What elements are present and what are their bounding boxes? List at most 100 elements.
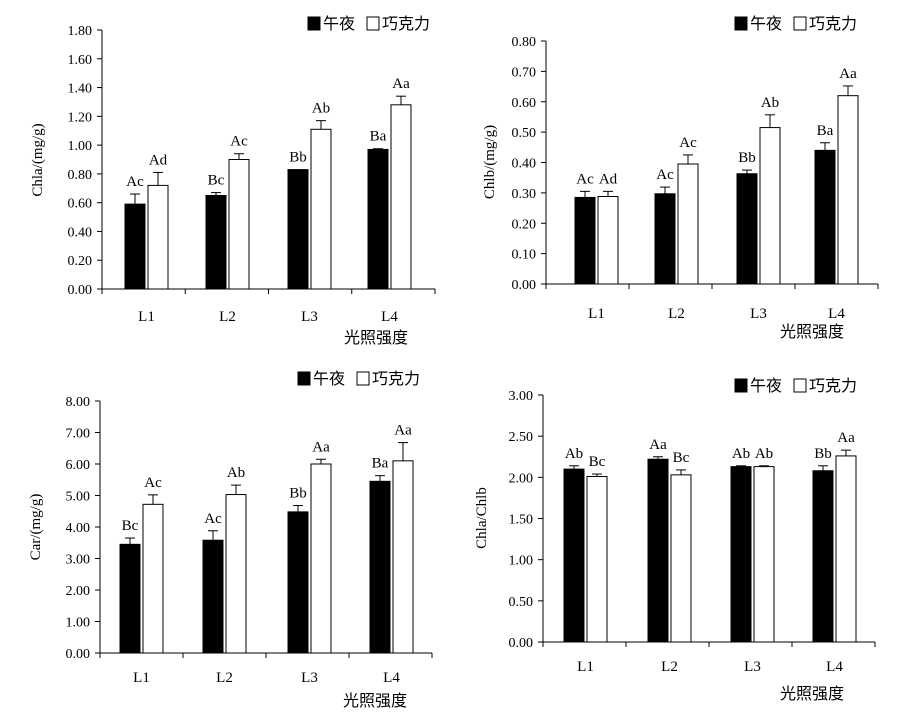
bar bbox=[677, 163, 699, 285]
significance-label: Ac bbox=[576, 171, 594, 187]
x-tick-label: L4 bbox=[828, 306, 845, 322]
x-tick-label: L3 bbox=[744, 659, 761, 675]
significance-label: Ab bbox=[312, 101, 330, 117]
x-tick-label: L2 bbox=[219, 309, 236, 325]
legend-label: 午夜 bbox=[323, 14, 355, 33]
significance-label: Aa bbox=[839, 66, 857, 82]
y-tick-label: 7.00 bbox=[66, 427, 91, 442]
significance-label: Bb bbox=[814, 446, 832, 462]
significance-label: Ad bbox=[599, 171, 618, 187]
bar bbox=[753, 466, 775, 643]
x-tick-label: L3 bbox=[750, 306, 767, 322]
bar bbox=[670, 474, 692, 643]
significance-label: Bb bbox=[289, 150, 307, 166]
x-tick-label: L2 bbox=[216, 670, 233, 686]
legend-swatch bbox=[307, 16, 321, 31]
chart-panel-car: 0.00 1.00 2.00 3.00 4.00 5.00 6.00 7.00 8.00 Bc Ac… bbox=[28, 369, 433, 686]
bar bbox=[647, 458, 669, 643]
bar bbox=[119, 543, 141, 654]
legend-label: 午夜 bbox=[750, 14, 782, 33]
y-tick-label: 0.80 bbox=[68, 168, 93, 183]
bar bbox=[814, 149, 836, 285]
y-axis-label: Chlb/(mg/g) bbox=[482, 125, 498, 199]
significance-label: Bc bbox=[208, 173, 225, 189]
bar bbox=[586, 476, 608, 643]
y-tick-label: 5.00 bbox=[66, 490, 91, 505]
y-axis-label: Car/(mg/g) bbox=[28, 494, 44, 561]
significance-label: Ad bbox=[149, 152, 168, 168]
significance-label: Ab bbox=[227, 465, 245, 481]
bar bbox=[310, 128, 332, 290]
legend-swatch bbox=[793, 378, 807, 393]
x-tick-label: L1 bbox=[138, 309, 155, 325]
bar bbox=[225, 494, 247, 654]
significance-label: Aa bbox=[649, 437, 667, 453]
bar bbox=[390, 104, 412, 290]
significance-label: Aa bbox=[312, 439, 330, 455]
y-tick-label: 0.20 bbox=[512, 217, 537, 232]
y-tick-label: 1.40 bbox=[68, 82, 93, 97]
y-tick-label: 0.60 bbox=[512, 96, 537, 111]
y-tick-label: 3.00 bbox=[509, 389, 534, 404]
bar bbox=[837, 95, 859, 285]
bar bbox=[205, 194, 227, 290]
significance-label: Aa bbox=[394, 423, 412, 439]
y-tick-label: 0.20 bbox=[68, 254, 93, 269]
bar bbox=[759, 127, 781, 285]
significance-label: Ac bbox=[144, 475, 162, 491]
significance-label: Ba bbox=[817, 123, 834, 139]
legend-label: 巧克力 bbox=[372, 369, 420, 388]
x-tick-label: L4 bbox=[826, 659, 843, 675]
bar bbox=[228, 159, 250, 290]
x-axis-title: 光照强度 bbox=[780, 684, 844, 703]
bar bbox=[736, 173, 758, 285]
y-tick-label: 6.00 bbox=[66, 458, 91, 473]
significance-label: Ac bbox=[679, 135, 697, 151]
y-tick-label: 1.60 bbox=[68, 53, 93, 68]
y-tick-label: 0.00 bbox=[68, 283, 93, 298]
significance-label: Ab bbox=[755, 446, 773, 462]
legend-swatch bbox=[297, 371, 311, 386]
y-tick-label: 0.80 bbox=[512, 35, 537, 50]
y-tick-label: 0.50 bbox=[512, 126, 537, 141]
significance-label: Ac bbox=[230, 134, 248, 150]
y-tick-label: 0.00 bbox=[509, 636, 534, 651]
legend-swatch bbox=[793, 16, 807, 31]
legend-label: 午夜 bbox=[750, 376, 782, 395]
bar bbox=[730, 466, 752, 643]
y-tick-label: 0.10 bbox=[512, 248, 537, 263]
y-tick-label: 0.70 bbox=[512, 65, 537, 80]
significance-label: Ba bbox=[370, 129, 387, 145]
significance-label: Bb bbox=[289, 486, 307, 502]
bar bbox=[124, 203, 146, 290]
x-tick-label: L2 bbox=[668, 306, 685, 322]
significance-label: Bb bbox=[738, 150, 756, 166]
x-tick-label: L1 bbox=[577, 659, 594, 675]
x-axis-title: 光照强度 bbox=[780, 322, 844, 341]
y-tick-label: 0.00 bbox=[512, 278, 537, 293]
bar bbox=[654, 193, 676, 285]
y-axis-label: Chla/Chlb bbox=[474, 487, 490, 549]
y-tick-label: 0.60 bbox=[68, 197, 93, 212]
legend-label: 巧克力 bbox=[382, 14, 430, 33]
legend-label: 巧克力 bbox=[809, 14, 857, 33]
bar bbox=[310, 463, 332, 654]
y-tick-label: 2.00 bbox=[66, 584, 91, 599]
bar bbox=[392, 460, 414, 654]
y-tick-label: 0.00 bbox=[66, 647, 91, 662]
significance-label: Ba bbox=[372, 456, 389, 472]
significance-label: Ab bbox=[565, 446, 583, 462]
y-tick-label: 2.00 bbox=[509, 471, 534, 486]
y-tick-label: 4.00 bbox=[66, 521, 91, 536]
x-tick-label: L3 bbox=[301, 309, 318, 325]
y-axis-label: Chla/(mg/g) bbox=[30, 123, 46, 196]
legend-swatch bbox=[366, 16, 380, 31]
bar bbox=[812, 470, 834, 643]
y-tick-label: 0.50 bbox=[509, 595, 534, 610]
x-tick-label: L1 bbox=[588, 306, 605, 322]
bar bbox=[367, 148, 389, 290]
significance-label: Aa bbox=[837, 430, 855, 446]
significance-label: Ab bbox=[761, 95, 779, 111]
significance-label: Bc bbox=[673, 450, 690, 466]
